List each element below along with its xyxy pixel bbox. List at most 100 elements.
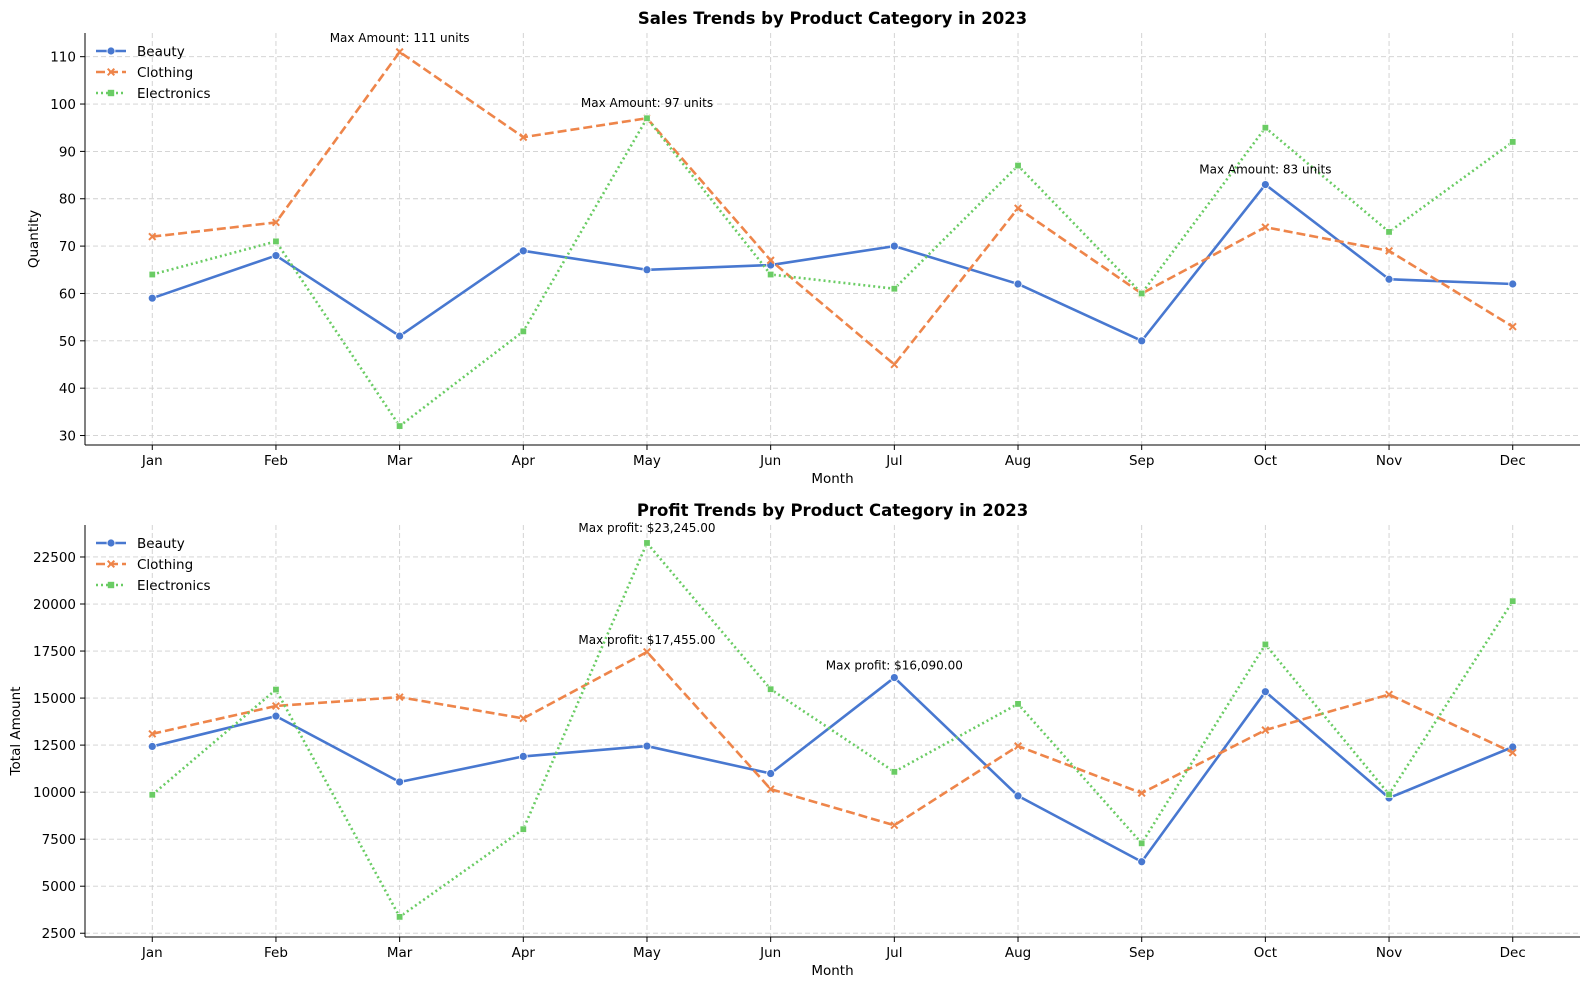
x-tick-label: Jun	[759, 945, 781, 961]
y-tick-label: 20000	[33, 597, 76, 613]
y-tick-label: 50	[59, 334, 76, 350]
chart-panel-1: Jan Feb Mar Apr May Jun Jul Aug Sep Oct Nov Dec 30 40…	[26, 9, 1580, 487]
legend-marker-clothing	[106, 559, 116, 569]
y-tick-label: 10000	[33, 785, 76, 801]
data-point-electronics-dec	[1509, 138, 1517, 146]
data-point-electronics-aug	[1014, 162, 1022, 170]
data-point-beauty-aug	[1013, 791, 1023, 801]
x-axis-label: Month	[811, 471, 853, 487]
legend-marker-beauty	[106, 538, 116, 548]
x-tick-label: Sep	[1129, 453, 1154, 469]
data-point-electronics-oct	[1261, 124, 1269, 132]
grid	[85, 525, 1580, 937]
x-tick-label: Jul	[885, 945, 902, 961]
y-tick-label: 22500	[33, 550, 76, 566]
data-point-beauty-jun	[766, 769, 776, 778]
data-point-clothing-jan	[148, 232, 157, 241]
y-tick-label: 100	[50, 97, 76, 113]
x-tick-label: Mar	[387, 453, 413, 469]
data-point-beauty-jan	[147, 293, 157, 303]
series-electronics	[148, 114, 1517, 430]
data-point-electronics-mar	[396, 422, 404, 430]
series-clothing	[148, 47, 1517, 369]
x-tick-label: Feb	[264, 945, 288, 961]
data-point-clothing-apr	[519, 133, 528, 142]
y-tick-label: 80	[59, 192, 76, 208]
x-tick-label: Aug	[1005, 945, 1031, 961]
y-tick-label: 15000	[33, 691, 76, 707]
data-point-electronics-apr	[519, 825, 527, 833]
y-tick-label: 90	[59, 144, 76, 160]
legend-label-electronics: Electronics	[137, 578, 211, 594]
data-point-electronics-may	[643, 539, 651, 547]
chart-title: Profit Trends by Product Category in 202…	[637, 501, 1028, 520]
data-point-clothing-jun	[766, 785, 775, 794]
x-tick-label: May	[633, 945, 661, 961]
data-point-clothing-mar	[395, 693, 404, 702]
data-point-beauty-feb	[271, 251, 281, 260]
data-point-electronics-sep	[1138, 289, 1146, 297]
chart-title: Sales Trends by Product Category in 2023	[638, 9, 1027, 28]
x-tick-label: May	[633, 453, 661, 469]
data-point-electronics-oct	[1261, 640, 1269, 648]
data-point-clothing-oct	[1261, 223, 1270, 232]
grid	[85, 33, 1580, 445]
data-point-beauty-dec	[1508, 279, 1518, 289]
data-point-electronics-jun	[767, 271, 775, 279]
x-tick-label: Apr	[512, 453, 536, 469]
legend-label-clothing: Clothing	[137, 557, 193, 573]
data-point-beauty-feb	[271, 711, 281, 721]
data-point-electronics-aug	[1014, 700, 1022, 708]
data-point-beauty-oct	[1260, 180, 1270, 189]
data-point-electronics-mar	[396, 913, 404, 921]
data-point-electronics-jan	[148, 271, 156, 279]
annotation-max: Max Amount: 83 units	[1199, 163, 1331, 177]
legend-label-electronics: Electronics	[137, 86, 211, 102]
data-point-clothing-dec	[1508, 748, 1517, 757]
x-tick-label: Jan	[141, 453, 163, 469]
legend-marker-electronics	[107, 89, 115, 97]
y-tick-label: 30	[59, 429, 76, 445]
legend-label-clothing: Clothing	[137, 65, 193, 81]
y-tick-label: 17500	[33, 644, 76, 660]
x-tick-label: Sep	[1129, 945, 1154, 961]
data-point-electronics-feb	[272, 686, 280, 694]
annotation-max: Max profit: $17,455.00	[578, 633, 715, 647]
data-point-clothing-nov	[1385, 246, 1394, 255]
x-tick-label: Jul	[885, 453, 902, 469]
x-tick-label: Oct	[1254, 453, 1277, 469]
data-point-clothing-oct	[1261, 726, 1270, 735]
series-line-beauty	[151, 676, 1514, 864]
data-point-beauty-may	[642, 265, 652, 275]
data-point-beauty-may	[642, 741, 652, 751]
data-point-clothing-aug	[1014, 742, 1023, 751]
series-line-electronics	[151, 541, 1514, 919]
x-tick-label: Aug	[1005, 453, 1031, 469]
legend-label-beauty: Beauty	[137, 44, 185, 60]
data-point-beauty-mar	[395, 777, 405, 787]
legend: Beauty Clothing Electronics	[96, 44, 211, 102]
data-point-beauty-sep	[1137, 857, 1147, 867]
data-point-electronics-jan	[148, 791, 156, 799]
data-point-electronics-jul	[890, 285, 898, 293]
data-point-clothing-jan	[148, 729, 157, 738]
series-line-clothing	[152, 50, 1514, 366]
y-axis-label: Quantity	[26, 210, 42, 268]
legend-marker-clothing	[106, 67, 116, 77]
annotation-max: Max profit: $16,090.00	[826, 659, 963, 673]
data-point-clothing-mar	[395, 47, 404, 56]
x-tick-label: Apr	[512, 945, 536, 961]
data-point-beauty-jul	[889, 673, 899, 682]
series-line-beauty	[151, 183, 1513, 343]
x-tick-label: Nov	[1376, 453, 1402, 469]
series-beauty	[147, 673, 1518, 867]
chart-panel-2: Jan Feb Mar Apr May Jun Jul Aug Sep Oct Nov Dec 2500…	[8, 501, 1580, 979]
data-point-clothing-jul	[890, 821, 899, 830]
legend-label-beauty: Beauty	[137, 536, 185, 552]
data-point-beauty-mar	[395, 331, 405, 341]
x-tick-label: Nov	[1376, 945, 1402, 961]
data-point-electronics-nov	[1385, 228, 1393, 236]
data-point-clothing-feb	[271, 218, 280, 227]
data-point-electronics-sep	[1138, 839, 1146, 847]
legend-marker-beauty	[106, 46, 116, 56]
